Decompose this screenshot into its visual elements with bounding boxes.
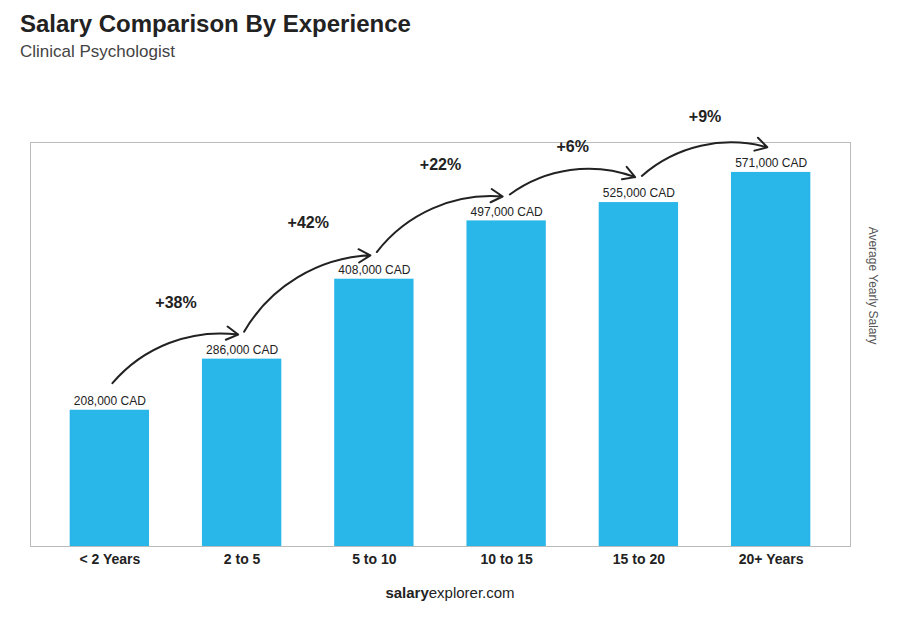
svg-text:408,000 CAD: 408,000 CAD	[338, 263, 410, 277]
svg-text:+38%: +38%	[155, 294, 196, 311]
svg-text:571,000 CAD: 571,000 CAD	[735, 156, 807, 170]
html-text:Clinical Psychologist: Clinical Psychologist	[20, 42, 175, 61]
svg-text:286,000 CAD: 286,000 CAD	[206, 343, 278, 357]
html-text:salary explorer.com: salary explorer.com	[385, 584, 515, 601]
svg-text:+9%: +9%	[689, 108, 721, 125]
svg-text:< 2 Years: < 2 Years	[79, 551, 140, 567]
svg-text:5 to 10: 5 to 10	[352, 551, 397, 567]
svg-text:2 to 5: 2 to 5	[224, 551, 261, 567]
svg-text:208,000 CAD: 208,000 CAD	[74, 394, 146, 408]
svg-text:Average Yearly Salary: Average Yearly Salary	[866, 227, 880, 345]
svg-text:20+ Years: 20+ Years	[739, 551, 804, 567]
html-text:Salary Comparison By Experienc: Salary Comparison By Experience	[20, 10, 411, 37]
svg-text:10 to 15: 10 to 15	[481, 551, 533, 567]
svg-text:+42%: +42%	[288, 214, 329, 231]
svg-text:15 to 20: 15 to 20	[613, 551, 665, 567]
svg-text:525,000 CAD: 525,000 CAD	[603, 186, 675, 200]
svg-text:+6%: +6%	[557, 138, 589, 155]
svg-text:+22%: +22%	[420, 156, 461, 173]
svg-text:497,000 CAD: 497,000 CAD	[471, 205, 543, 219]
